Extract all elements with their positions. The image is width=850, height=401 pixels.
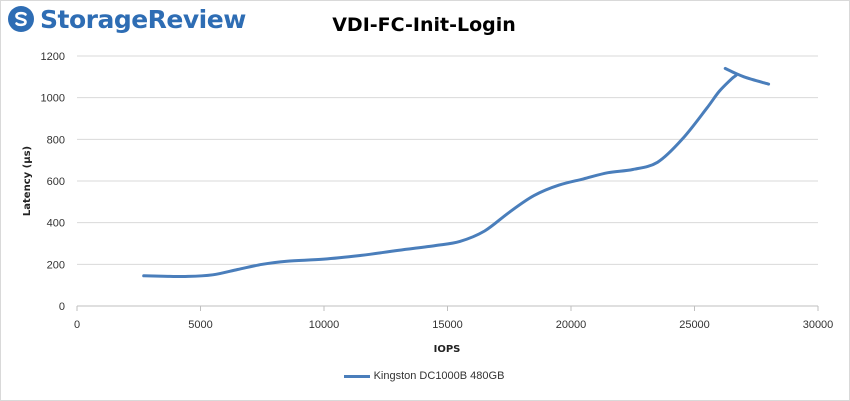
logo-text: StorageReview — [40, 4, 246, 34]
y-tick-label: 200 — [47, 259, 65, 271]
x-tick-label: 10000 — [309, 319, 340, 331]
y-tick-label: 1200 — [41, 51, 65, 63]
y-tick-label: 400 — [47, 218, 65, 230]
storagereview-logo: StorageReview — [6, 4, 246, 34]
series-lines — [142, 66, 771, 279]
y-tick-label: 800 — [47, 134, 65, 146]
x-tick-label: 20000 — [556, 319, 587, 331]
y-tick-label: 0 — [59, 301, 65, 313]
x-axis-ticks: 0 5000 10000 15000 20000 25000 30000 — [74, 306, 833, 331]
gridlines — [77, 55, 818, 307]
y-axis-ticks: 0 200 400 600 800 1000 1200 — [41, 51, 65, 313]
y-tick-label: 1000 — [41, 93, 65, 105]
legend-swatch — [343, 374, 370, 378]
series-line — [142, 66, 771, 279]
x-tick-label: 5000 — [188, 319, 212, 331]
legend: Kingston DC1000B 480GB — [0, 370, 848, 382]
y-axis-title: Latency (µs) — [22, 146, 33, 216]
storagereview-logo-icon — [8, 6, 34, 32]
x-tick-label: 25000 — [679, 319, 710, 331]
x-axis-title: IOPS — [434, 344, 461, 355]
x-tick-label: 15000 — [432, 319, 463, 331]
legend-label: Kingston DC1000B 480GB — [373, 370, 505, 382]
x-tick-label: 30000 — [803, 319, 834, 331]
y-tick-label: 600 — [47, 176, 65, 188]
x-tick-label: 0 — [74, 319, 80, 331]
chart-title: VDI-FC-Init-Login — [332, 14, 516, 36]
